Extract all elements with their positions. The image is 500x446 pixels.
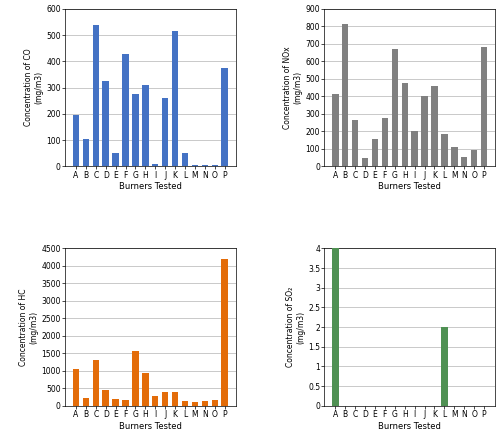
- Bar: [451, 147, 458, 166]
- Y-axis label: Concentration of HC
(mg/m3): Concentration of HC (mg/m3): [19, 289, 38, 366]
- Bar: [441, 327, 448, 406]
- Bar: [82, 398, 89, 406]
- Bar: [172, 392, 178, 406]
- Bar: [172, 31, 178, 166]
- Bar: [471, 150, 478, 166]
- Bar: [92, 359, 99, 406]
- Bar: [352, 120, 358, 166]
- Bar: [392, 49, 398, 166]
- X-axis label: Burners Tested: Burners Tested: [378, 182, 441, 191]
- Bar: [332, 94, 338, 166]
- Bar: [73, 369, 79, 406]
- Bar: [222, 259, 228, 406]
- Bar: [142, 372, 148, 406]
- Bar: [402, 83, 408, 166]
- Bar: [112, 153, 119, 166]
- Y-axis label: Concentration of SO₂
(mg/m3): Concentration of SO₂ (mg/m3): [286, 287, 306, 367]
- Bar: [132, 351, 138, 406]
- Bar: [152, 396, 158, 406]
- Bar: [82, 139, 89, 166]
- Bar: [202, 165, 208, 166]
- Bar: [152, 164, 158, 166]
- Bar: [342, 24, 348, 166]
- Bar: [122, 400, 129, 406]
- Bar: [112, 399, 119, 406]
- Bar: [441, 134, 448, 166]
- Bar: [192, 402, 198, 406]
- Bar: [92, 25, 99, 166]
- Bar: [431, 86, 438, 166]
- Bar: [422, 96, 428, 166]
- Y-axis label: Concentration of CO
(mg/m3): Concentration of CO (mg/m3): [24, 49, 44, 127]
- Bar: [182, 401, 188, 406]
- Bar: [162, 98, 168, 166]
- Bar: [212, 401, 218, 406]
- Bar: [212, 165, 218, 166]
- Bar: [332, 248, 338, 406]
- Bar: [481, 46, 487, 166]
- Bar: [412, 131, 418, 166]
- Bar: [222, 68, 228, 166]
- Bar: [362, 158, 368, 166]
- Bar: [132, 94, 138, 166]
- X-axis label: Burners Tested: Burners Tested: [378, 422, 441, 431]
- Bar: [162, 392, 168, 406]
- Bar: [372, 139, 378, 166]
- Y-axis label: Concentration of NOx
(mg/m3): Concentration of NOx (mg/m3): [284, 46, 303, 129]
- X-axis label: Burners Tested: Burners Tested: [119, 422, 182, 431]
- Bar: [192, 165, 198, 166]
- Bar: [182, 153, 188, 166]
- Bar: [73, 115, 79, 166]
- Bar: [202, 401, 208, 406]
- Bar: [382, 118, 388, 166]
- Bar: [122, 54, 129, 166]
- X-axis label: Burners Tested: Burners Tested: [119, 182, 182, 191]
- Bar: [102, 390, 109, 406]
- Bar: [461, 157, 468, 166]
- Bar: [102, 81, 109, 166]
- Bar: [142, 85, 148, 166]
